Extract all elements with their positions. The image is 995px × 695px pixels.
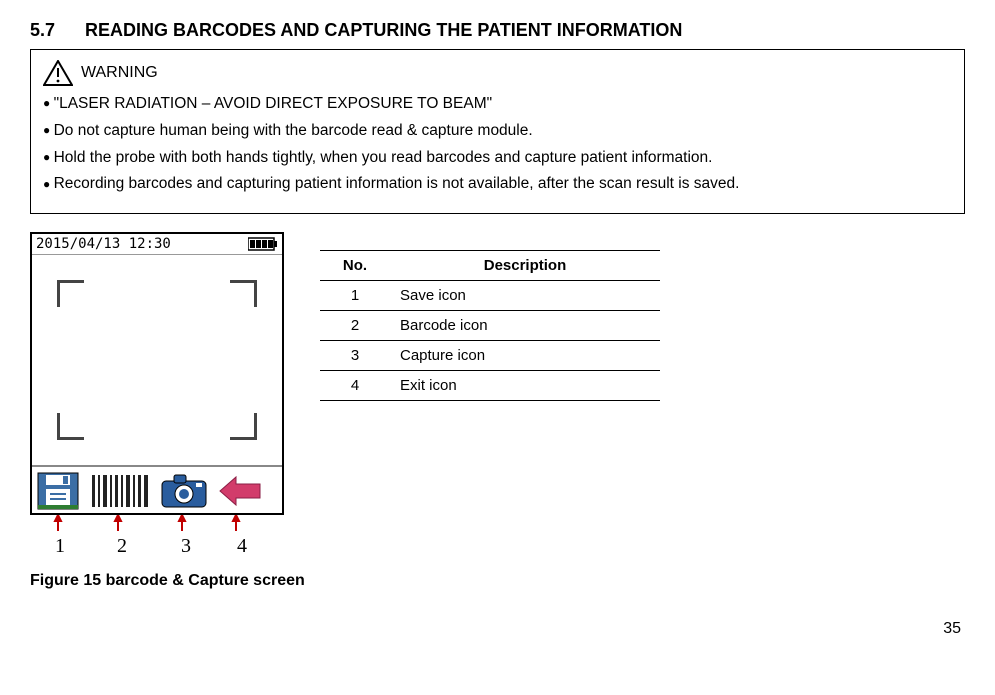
warning-item: "LASER RADIATION – AVOID DIRECT EXPOSURE… (43, 92, 952, 117)
frame-corner (57, 280, 84, 307)
callout-number: 4 (220, 535, 264, 558)
table-row: 3 Capture icon (320, 341, 660, 371)
warning-item: Do not capture human being with the barc… (43, 119, 952, 144)
frame-corner (230, 280, 257, 307)
camera-icon (160, 471, 208, 511)
callout-numbers: 1 2 3 4 (30, 535, 280, 558)
warning-icon (43, 60, 73, 86)
warning-label: WARNING (81, 64, 158, 82)
cell-no: 2 (320, 311, 390, 341)
cell-no: 3 (320, 341, 390, 371)
barcode-button (90, 471, 150, 511)
frame-corner (57, 413, 84, 440)
battery-icon (248, 237, 278, 251)
cell-desc: Capture icon (390, 341, 660, 371)
figure-row: 2015/04/13 12:30 (30, 232, 965, 558)
page-number: 35 (30, 620, 965, 638)
save-button (36, 471, 80, 511)
table-row: 1 Save icon (320, 281, 660, 311)
callout-arrows (30, 515, 280, 533)
section-number: 5.7 (30, 20, 55, 40)
section-heading: 5.7 READING BARCODES AND CAPTURING THE PA… (30, 20, 965, 41)
col-no: No. (320, 251, 390, 281)
cell-desc: Barcode icon (390, 311, 660, 341)
table-row: 4 Exit icon (320, 371, 660, 401)
section-title: READING BARCODES AND CAPTURING THE PATIE… (85, 20, 682, 40)
callout-number: 1 (38, 535, 82, 558)
warning-item: Hold the probe with both hands tightly, … (43, 146, 952, 171)
frame-corner (230, 413, 257, 440)
warning-header: WARNING (43, 60, 952, 86)
exit-icon (218, 471, 262, 511)
exit-button (218, 471, 262, 511)
cell-no: 4 (320, 371, 390, 401)
datetime-label: 2015/04/13 12:30 (36, 236, 171, 252)
callout-number: 2 (92, 535, 152, 558)
status-bar: 2015/04/13 12:30 (32, 234, 282, 255)
capture-button (160, 471, 208, 511)
icon-bar (32, 465, 282, 513)
cell-desc: Exit icon (390, 371, 660, 401)
table-row: 2 Barcode icon (320, 311, 660, 341)
save-icon (36, 471, 80, 511)
col-desc: Description (390, 251, 660, 281)
camera-viewport (32, 255, 282, 465)
warning-item: Recording barcodes and capturing patient… (43, 172, 952, 197)
warning-box: WARNING "LASER RADIATION – AVOID DIRECT … (30, 49, 965, 214)
barcode-icon (90, 471, 150, 511)
cell-desc: Save icon (390, 281, 660, 311)
callout-number: 3 (162, 535, 210, 558)
device-screen: 2015/04/13 12:30 (30, 232, 284, 515)
device-figure: 2015/04/13 12:30 (30, 232, 280, 558)
figure-caption: Figure 15 barcode & Capture screen (30, 572, 965, 590)
description-table: No. Description 1 Save icon 2 Barcode ic… (320, 250, 660, 401)
table-header-row: No. Description (320, 251, 660, 281)
cell-no: 1 (320, 281, 390, 311)
